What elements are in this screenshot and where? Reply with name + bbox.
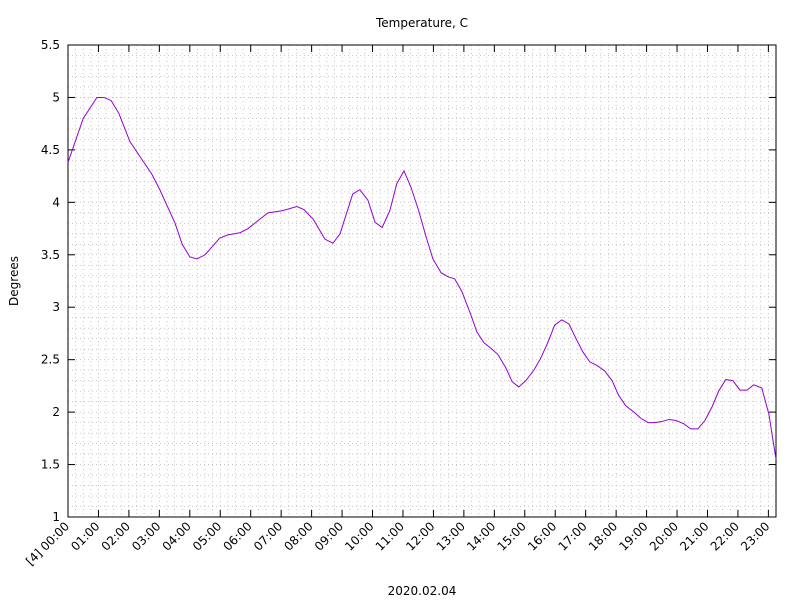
x-tick-label: 02:00 bbox=[99, 519, 133, 553]
x-tick-label: 09:00 bbox=[312, 519, 346, 553]
y-axis-label: Degrees bbox=[7, 256, 21, 306]
x-tick-label: 04:00 bbox=[160, 519, 194, 553]
x-axis-label: 2020.02.04 bbox=[388, 584, 457, 598]
x-tick-label: 22:00 bbox=[708, 519, 742, 553]
x-tick-label: 13:00 bbox=[434, 519, 468, 553]
y-tick-label: 2.5 bbox=[41, 353, 60, 367]
y-tick-label: 4 bbox=[52, 195, 60, 209]
y-tick-label: 2 bbox=[52, 405, 60, 419]
x-tick-label: 18:00 bbox=[586, 519, 620, 553]
x-tick-label: 10:00 bbox=[342, 519, 376, 553]
x-tick-label: 03:00 bbox=[129, 519, 163, 553]
y-tick-label: 4.5 bbox=[41, 143, 60, 157]
y-tick-label: 3.5 bbox=[41, 248, 60, 262]
y-tick-label: 5.5 bbox=[41, 38, 60, 52]
x-tick-label: 01:00 bbox=[68, 519, 102, 553]
x-tick-label: 23:00 bbox=[738, 519, 772, 553]
y-tick-label: 1 bbox=[52, 510, 60, 524]
x-tick-label: 14:00 bbox=[464, 519, 498, 553]
x-tick-label: 17:00 bbox=[555, 519, 589, 553]
x-tick-label: 08:00 bbox=[281, 519, 315, 553]
chart-title: Temperature, C bbox=[375, 16, 468, 30]
line-series bbox=[67, 96, 777, 460]
plot-frame bbox=[67, 44, 777, 518]
y-tick-label: 1.5 bbox=[41, 458, 60, 472]
y-tick-label: 3 bbox=[52, 300, 60, 314]
x-tick-label: 11:00 bbox=[373, 519, 407, 553]
x-tick-label: 05:00 bbox=[190, 519, 224, 553]
y-tick-label: 5 bbox=[52, 90, 60, 104]
x-tick-label: 15:00 bbox=[495, 519, 529, 553]
x-tick-label: 12:00 bbox=[403, 519, 437, 553]
x-tick-label: 06:00 bbox=[220, 519, 254, 553]
x-tick-label: 16:00 bbox=[525, 519, 559, 553]
x-tick-label: 20:00 bbox=[647, 519, 681, 553]
x-tick-label: 21:00 bbox=[677, 519, 711, 553]
x-tick-label: [4] 00:00 bbox=[23, 519, 72, 568]
x-tick-label: 07:00 bbox=[251, 519, 285, 553]
x-tick-label: 19:00 bbox=[616, 519, 650, 553]
